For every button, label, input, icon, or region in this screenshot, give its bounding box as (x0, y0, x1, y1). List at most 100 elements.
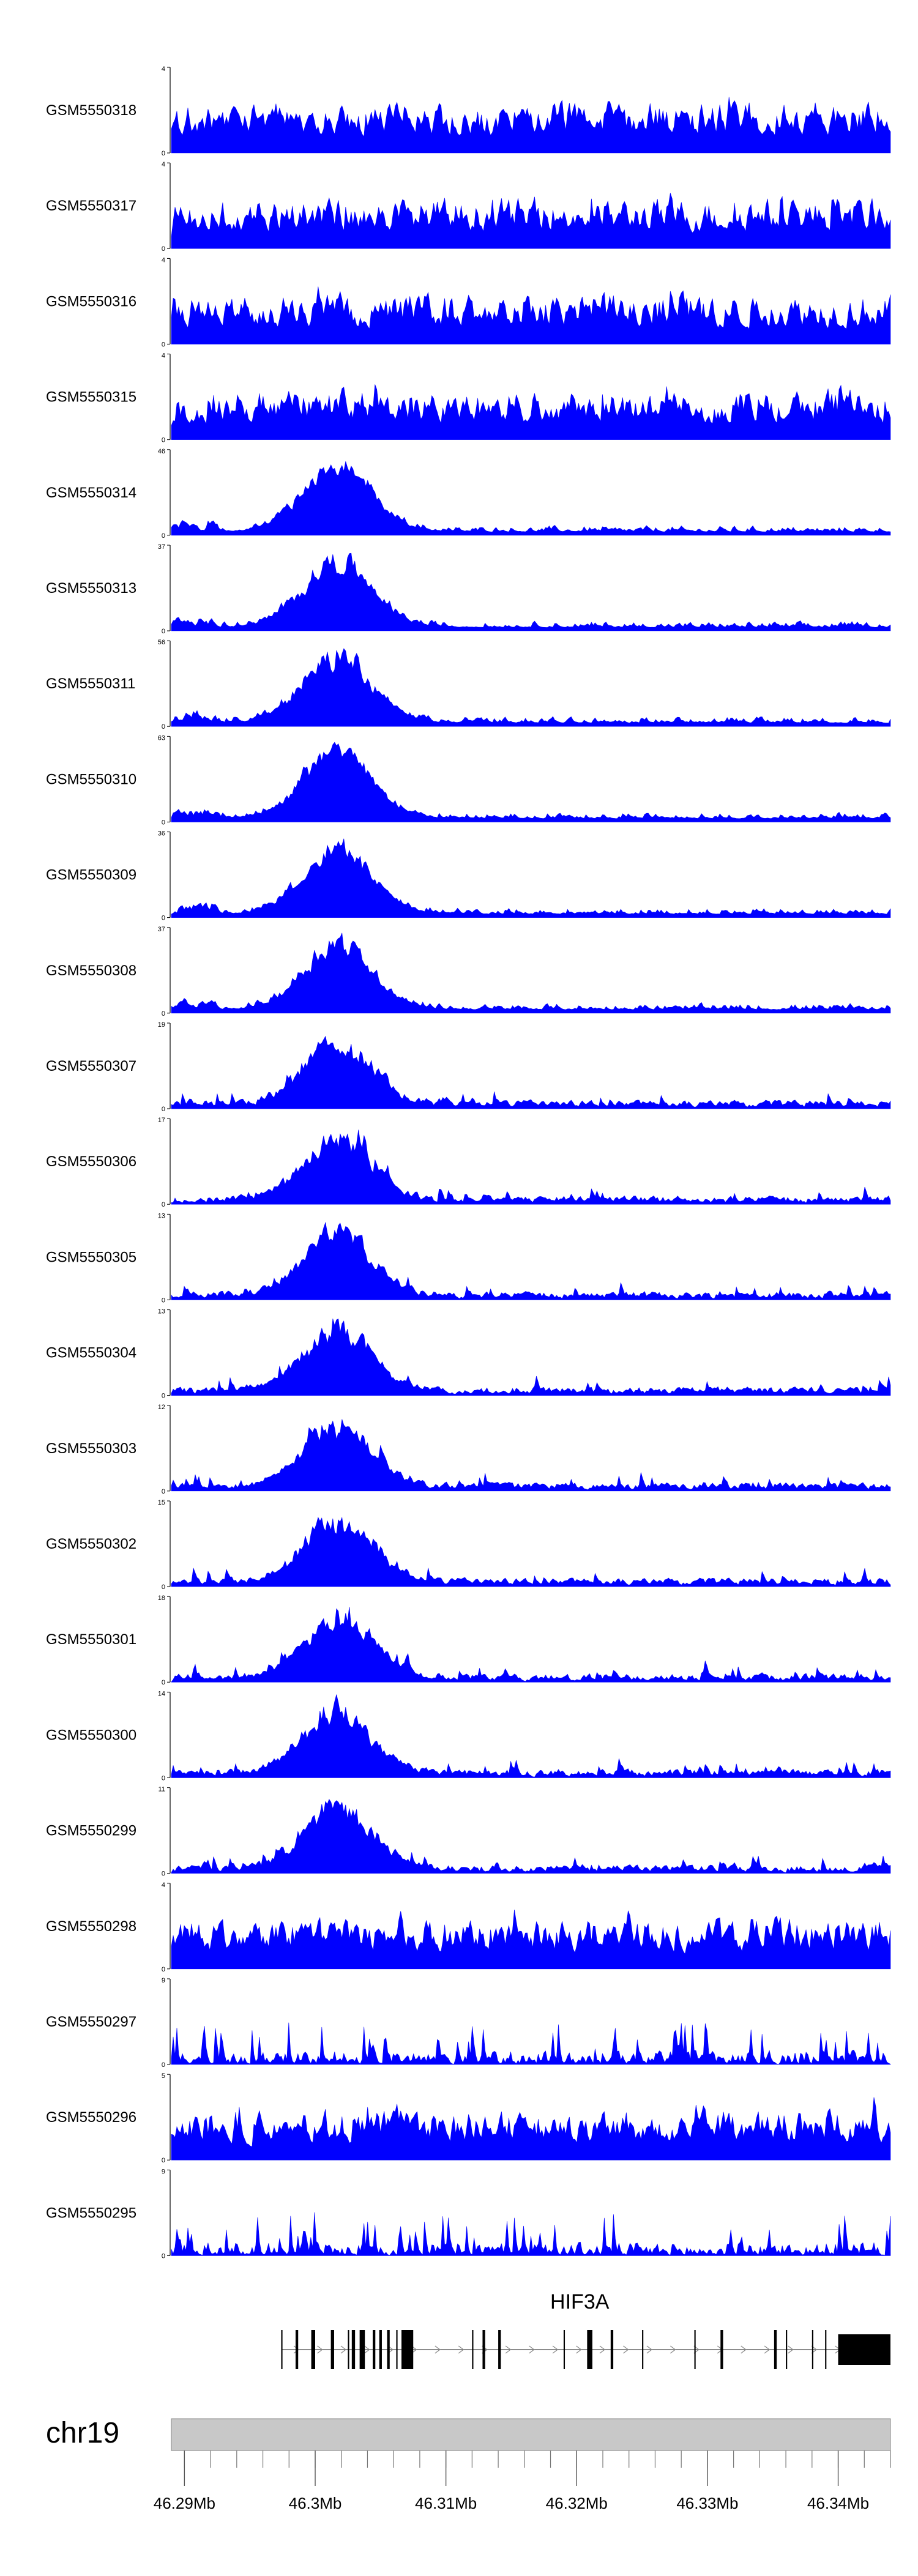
track-GSM5550306: GSM5550306 17 0 (46, 1117, 891, 1208)
coverage-area (171, 648, 891, 727)
strand-arrow (552, 2345, 559, 2354)
track-GSM5550298: GSM5550298 4 0 (46, 1882, 891, 1973)
y-max-label: 56 (158, 639, 165, 646)
y-min-label: 0 (162, 532, 165, 540)
exon-thin (563, 2330, 565, 2369)
track-GSM5550310: GSM5550310 63 0 (46, 734, 891, 826)
y-max-label: 19 (158, 1021, 165, 1029)
strand-arrow (435, 2345, 441, 2354)
coverage-area (171, 1319, 891, 1396)
track-GSM5550307: GSM5550307 19 0 (46, 1021, 891, 1113)
strand-arrow (788, 2345, 794, 2354)
coverage-area (171, 1221, 891, 1300)
track-GSM5550302: GSM5550302 15 0 (46, 1499, 891, 1591)
exon-thin (825, 2330, 827, 2369)
track-label: GSM5550304 (46, 1345, 136, 1361)
track-label: GSM5550296 (46, 2109, 136, 2126)
y-max-label: 12 (158, 1404, 165, 1411)
track-label: GSM5550317 (46, 198, 136, 214)
track-label: GSM5550309 (46, 867, 136, 884)
y-max-label: 11 (159, 1786, 165, 1793)
track-label: GSM5550297 (46, 2014, 136, 2030)
track-label: GSM5550306 (46, 1153, 136, 1170)
track-GSM5550311: GSM5550311 56 0 (46, 639, 891, 731)
y-max-label: 63 (158, 734, 165, 742)
y-max-label: 13 (158, 1212, 165, 1219)
coverage-area (171, 1606, 891, 1683)
track-label: GSM5550301 (46, 1631, 136, 1648)
y-max-label: 15 (158, 1499, 165, 1506)
track-label: GSM5550308 (46, 962, 136, 979)
coverage-area (171, 932, 891, 1014)
y-max-label: 37 (158, 543, 165, 551)
y-min-label: 0 (162, 1106, 165, 1113)
strand-arrow (364, 2345, 370, 2354)
exon (401, 2330, 414, 2369)
strand-arrow (764, 2345, 771, 2354)
track-label: GSM5550295 (46, 2205, 136, 2221)
track-label: GSM5550300 (46, 1727, 136, 1743)
axis-tick-label: 46.29Mb (154, 2494, 215, 2512)
coverage-area (171, 193, 891, 249)
y-min-label: 0 (162, 341, 165, 348)
track-GSM5550309: GSM5550309 36 0 (46, 830, 891, 922)
track-GSM5550295: GSM5550295 9 0 (46, 2168, 891, 2260)
coverage-area (171, 1516, 891, 1587)
y-min-label: 0 (162, 2061, 165, 2069)
track-GSM5550297: GSM5550297 9 0 (46, 1977, 891, 2069)
track-label: GSM5550298 (46, 1918, 136, 1935)
track-GSM5550314: GSM5550314 46 0 (46, 448, 891, 540)
coverage-area (171, 2097, 891, 2161)
strand-arrow (317, 2345, 323, 2354)
y-max-label: 5 (162, 2072, 165, 2080)
exon-thin (694, 2330, 696, 2369)
gene-model: HIF3A (281, 2290, 890, 2369)
coverage-area (171, 2212, 891, 2256)
exon-thin (642, 2330, 644, 2369)
track-GSM5550316: GSM5550316 4 0 (46, 256, 891, 348)
track-GSM5550305: GSM5550305 13 0 (46, 1212, 891, 1304)
exon-thin (472, 2330, 474, 2369)
track-label: GSM5550310 (46, 771, 136, 787)
coverage-area (171, 461, 891, 536)
axis-tick-label: 46.3Mb (289, 2494, 342, 2512)
y-min-label: 0 (162, 819, 165, 826)
chromosome-label: chr19 (46, 2417, 119, 2449)
track-GSM5550315: GSM5550315 4 0 (46, 352, 891, 444)
y-min-label: 0 (162, 2252, 165, 2260)
strand-arrow (646, 2345, 652, 2354)
track-label: GSM5550305 (46, 1249, 136, 1265)
y-max-label: 37 (158, 926, 165, 933)
exon-thin (812, 2330, 813, 2369)
track-label: GSM5550318 (46, 102, 136, 119)
chromosome-ideogram: chr19 (46, 2417, 891, 2451)
y-min-label: 0 (162, 1584, 165, 1591)
y-max-label: 13 (158, 1308, 165, 1316)
y-min-label: 0 (162, 1774, 165, 1782)
axis-tick-label: 46.34Mb (807, 2494, 869, 2512)
y-min-label: 0 (162, 915, 165, 922)
track-label: GSM5550302 (46, 1536, 136, 1552)
coverage-area (171, 384, 891, 440)
y-max-label: 4 (162, 256, 165, 264)
track-label: GSM5550316 (46, 293, 136, 310)
track-GSM5550296: GSM5550296 5 0 (46, 2072, 891, 2164)
track-label: GSM5550315 (46, 389, 136, 406)
exon (387, 2330, 390, 2369)
y-min-label: 0 (162, 437, 165, 444)
coverage-area (171, 1035, 891, 1109)
exon (587, 2330, 592, 2369)
y-min-label: 0 (162, 1679, 165, 1686)
strand-arrow (293, 2345, 300, 2354)
coverage-tracks: GSM555031840GSM555031740GSM555031640GSM5… (46, 65, 891, 2260)
coverage-area (171, 2022, 891, 2065)
y-min-label: 0 (162, 1966, 165, 1973)
track-label: GSM5550314 (46, 485, 136, 501)
axis-tick-label: 46.33Mb (676, 2494, 738, 2512)
strand-arrow (599, 2345, 605, 2354)
exon-thin (786, 2330, 788, 2369)
exon (351, 2330, 356, 2369)
y-max-label: 18 (158, 1595, 165, 1602)
chromosome-bar (171, 2418, 891, 2451)
exon (359, 2330, 365, 2369)
